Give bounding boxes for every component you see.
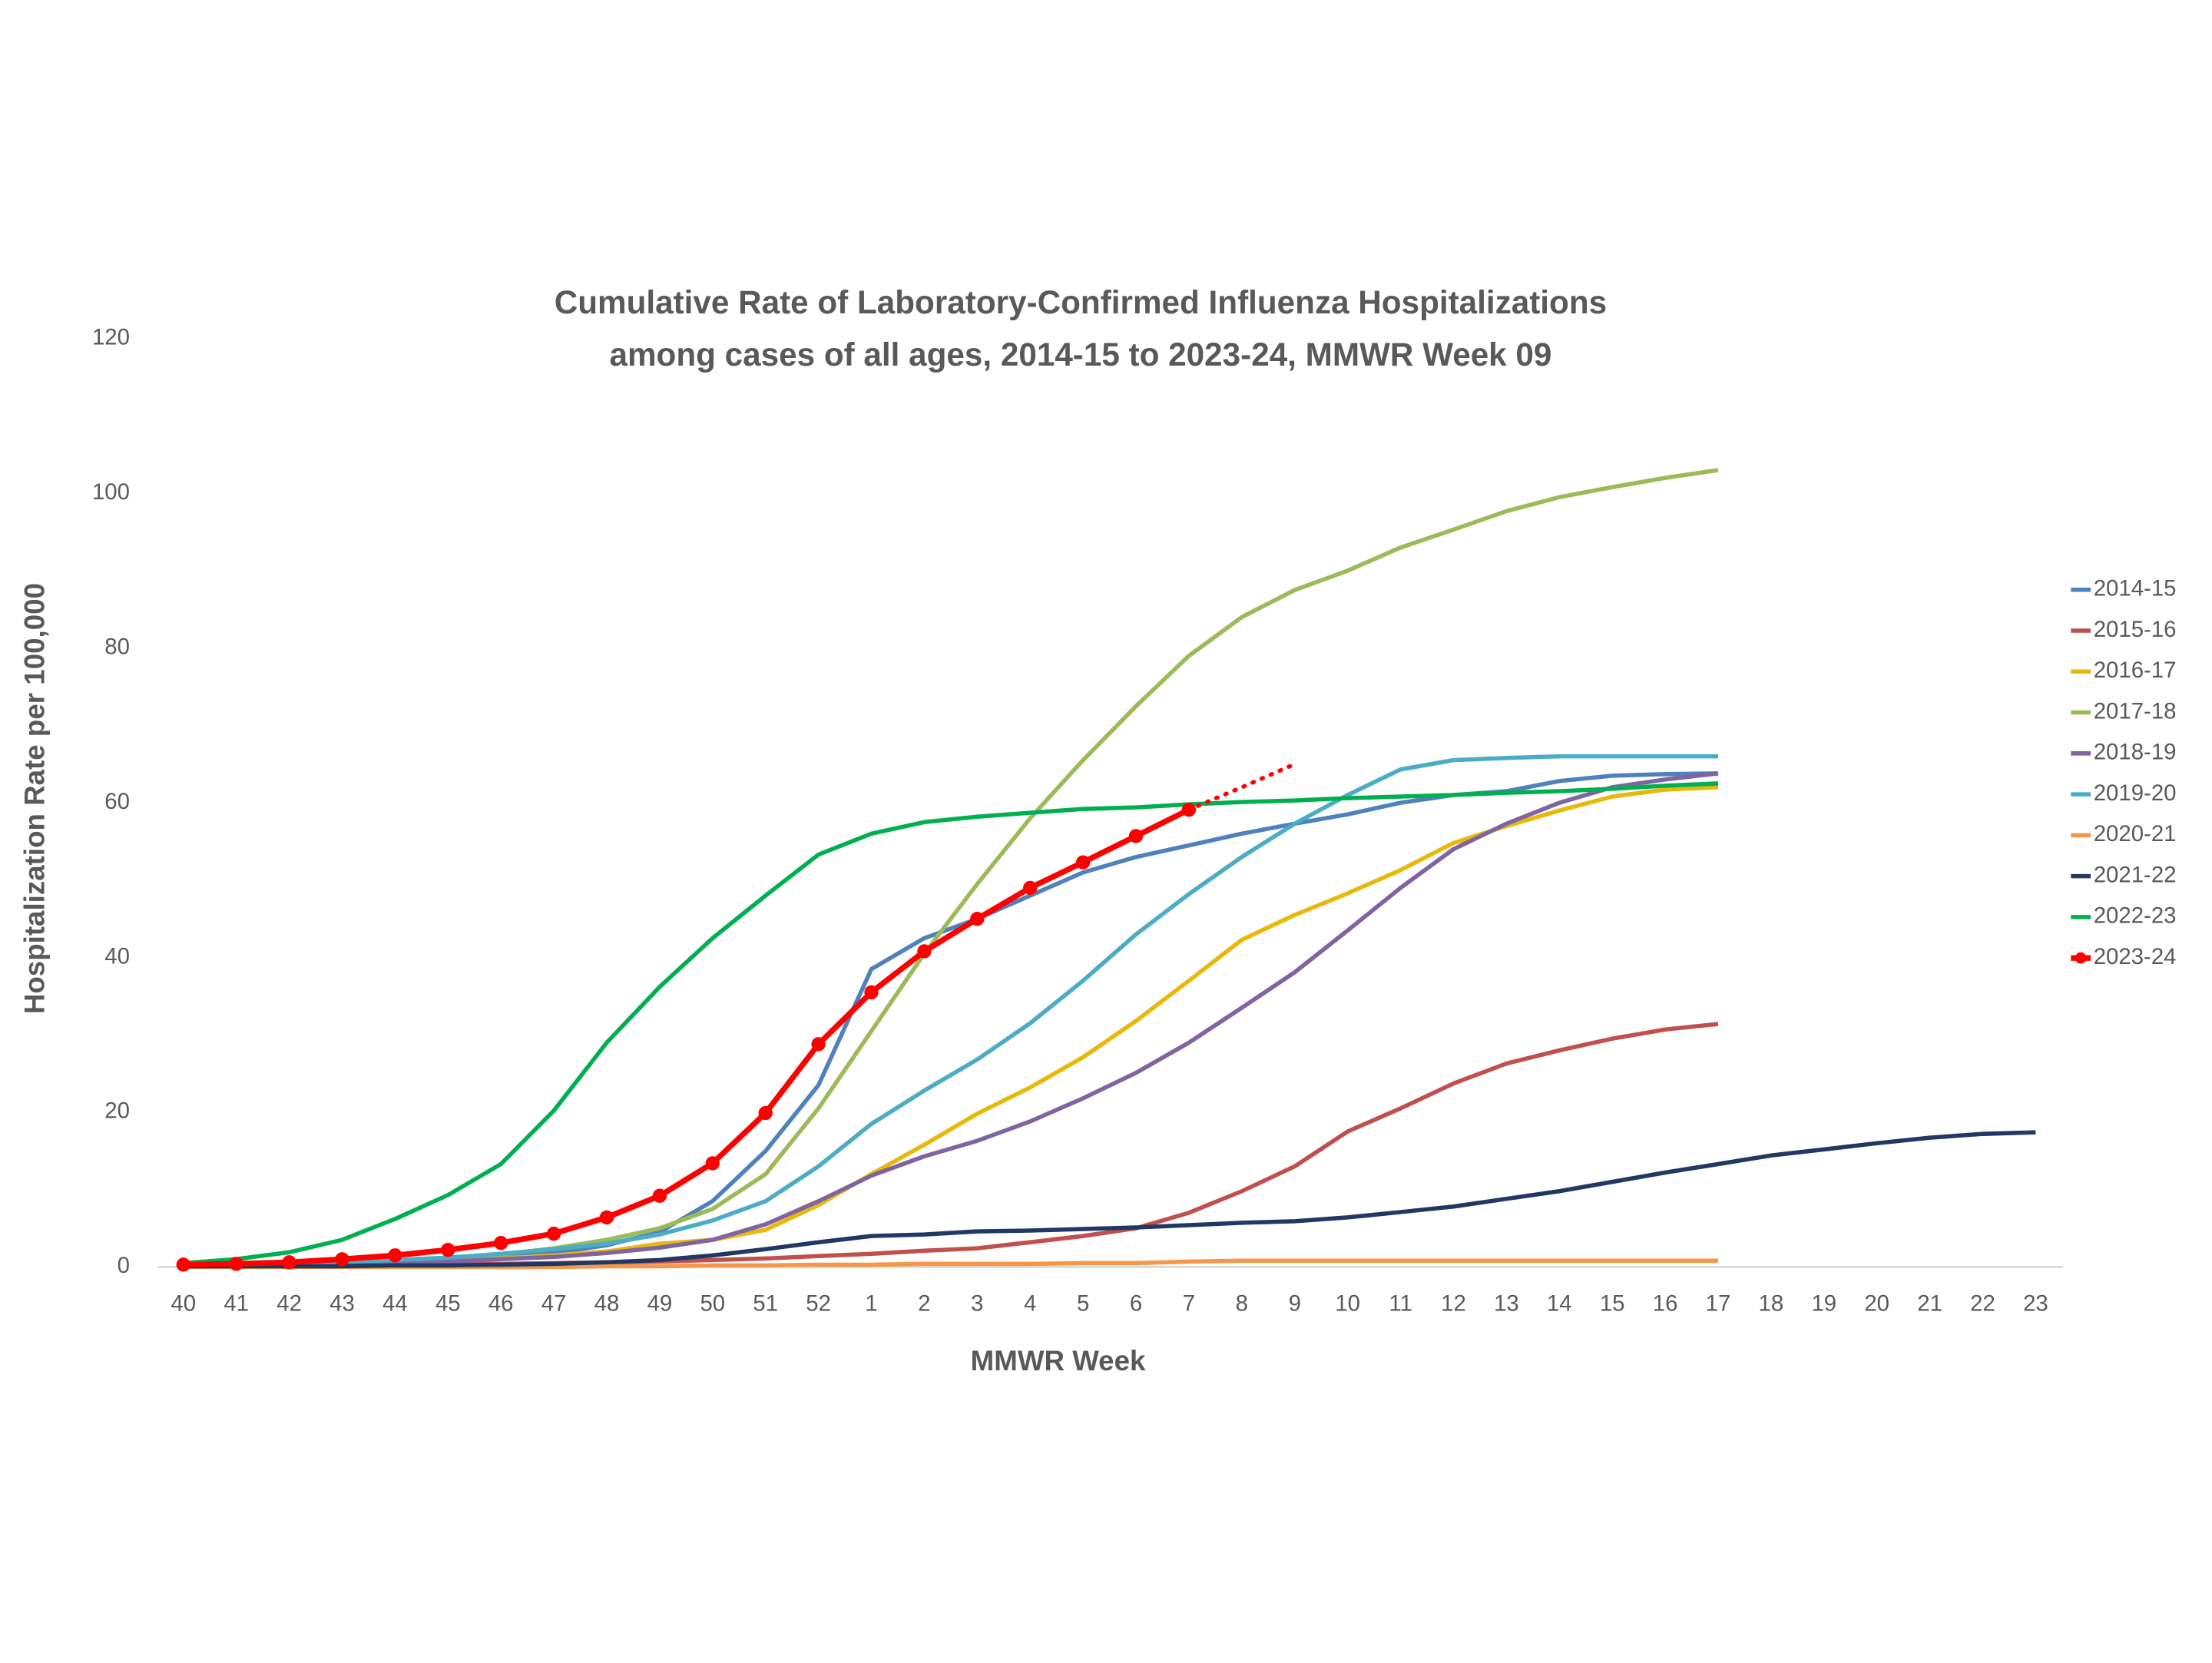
series-marker bbox=[705, 1156, 720, 1171]
x-tick-label: 19 bbox=[1811, 1291, 1836, 1317]
series-marker bbox=[441, 1243, 455, 1257]
x-tick-label: 48 bbox=[594, 1291, 620, 1317]
x-tick-label: 5 bbox=[1077, 1291, 1089, 1317]
series-marker bbox=[864, 985, 879, 1000]
x-tick-label: 2 bbox=[918, 1291, 930, 1317]
legend-marker bbox=[2075, 952, 2087, 964]
legend-label: 2022-23 bbox=[2094, 903, 2177, 929]
series-marker bbox=[229, 1257, 243, 1271]
series-line bbox=[183, 785, 1719, 1268]
series-line bbox=[183, 771, 1719, 1269]
x-tick-label: 21 bbox=[1917, 1291, 1942, 1317]
y-tick-label: 80 bbox=[104, 634, 130, 659]
x-tick-label: 13 bbox=[1494, 1291, 1519, 1317]
series-marker bbox=[917, 944, 932, 959]
series-marker bbox=[1128, 829, 1144, 843]
x-tick-label: 3 bbox=[971, 1291, 983, 1317]
x-tick-label: 50 bbox=[700, 1291, 725, 1317]
legend-label: 2020-21 bbox=[2094, 821, 2177, 846]
y-tick-label: 20 bbox=[104, 1098, 130, 1124]
x-tick-label: 40 bbox=[171, 1291, 196, 1317]
y-tick-label: 40 bbox=[104, 943, 130, 969]
x-tick-label: 49 bbox=[647, 1291, 673, 1317]
chart-title: Cumulative Rate of Laboratory-Confirmed … bbox=[555, 284, 1607, 320]
series-marker bbox=[176, 1257, 190, 1272]
x-tick-label: 9 bbox=[1289, 1291, 1301, 1317]
x-tick-label: 45 bbox=[435, 1291, 461, 1317]
series-marker bbox=[388, 1248, 402, 1263]
x-tick-label: 4 bbox=[1024, 1291, 1036, 1317]
series-line bbox=[1187, 762, 1297, 812]
series-marker bbox=[652, 1188, 667, 1203]
x-tick-label: 12 bbox=[1441, 1291, 1466, 1317]
series-line bbox=[183, 468, 1719, 1268]
legend-label: 2016-17 bbox=[2094, 658, 2177, 683]
series-marker bbox=[494, 1235, 508, 1251]
series-line bbox=[183, 1022, 1719, 1269]
series-marker bbox=[1023, 880, 1038, 896]
series-line bbox=[183, 781, 1719, 1266]
x-tick-label: 43 bbox=[329, 1291, 355, 1317]
x-tick-label: 23 bbox=[2023, 1291, 2048, 1317]
x-tick-label: 8 bbox=[1236, 1291, 1248, 1317]
x-tick-label: 11 bbox=[1389, 1291, 1412, 1317]
x-tick-label: 52 bbox=[806, 1291, 831, 1317]
x-tick-label: 44 bbox=[382, 1291, 408, 1317]
x-tick-label: 1 bbox=[865, 1291, 877, 1317]
y-tick-label: 100 bbox=[92, 479, 130, 505]
x-tick-label: 15 bbox=[1600, 1291, 1625, 1317]
legend-label: 2019-20 bbox=[2094, 780, 2177, 806]
series-marker bbox=[1075, 855, 1091, 870]
series-line bbox=[183, 754, 1718, 1268]
x-axis-label: MMWR Week bbox=[971, 1345, 1146, 1376]
series-line bbox=[183, 1130, 2036, 1269]
x-tick-label: 46 bbox=[488, 1291, 514, 1317]
series-marker bbox=[1181, 802, 1197, 817]
x-tick-label: 22 bbox=[1970, 1291, 1995, 1317]
x-tick-label: 51 bbox=[753, 1291, 778, 1317]
x-tick-label: 47 bbox=[541, 1291, 567, 1317]
chart-title: among cases of all ages, 2014-15 to 2023… bbox=[609, 336, 1551, 373]
x-tick-label: 7 bbox=[1183, 1291, 1195, 1317]
y-tick-label: 0 bbox=[118, 1253, 130, 1278]
legend-label: 2018-19 bbox=[2094, 740, 2177, 765]
legend-label: 2014-15 bbox=[2094, 576, 2177, 601]
x-tick-label: 16 bbox=[1653, 1291, 1678, 1317]
y-tick-label: 60 bbox=[104, 789, 130, 814]
series-line bbox=[183, 771, 1718, 1267]
x-tick-label: 10 bbox=[1335, 1291, 1360, 1317]
legend-label: 2021-22 bbox=[2094, 862, 2177, 887]
x-tick-label: 20 bbox=[1864, 1291, 1889, 1317]
y-axis-label: Hospitalization Rate per 100,000 bbox=[18, 583, 50, 1014]
x-tick-label: 42 bbox=[276, 1291, 302, 1317]
series-marker bbox=[811, 1037, 826, 1052]
x-tick-label: 6 bbox=[1130, 1291, 1142, 1317]
series-marker bbox=[546, 1226, 561, 1241]
series-line bbox=[183, 807, 1190, 1268]
x-tick-label: 18 bbox=[1759, 1291, 1784, 1317]
series-marker bbox=[599, 1210, 614, 1225]
x-tick-label: 41 bbox=[224, 1291, 249, 1317]
series-marker bbox=[758, 1105, 773, 1121]
legend-label: 2023-24 bbox=[2094, 944, 2177, 969]
series-marker bbox=[335, 1252, 349, 1267]
series-marker bbox=[970, 911, 985, 926]
x-tick-label: 17 bbox=[1706, 1291, 1731, 1317]
y-tick-label: 120 bbox=[92, 325, 130, 350]
series-marker bbox=[282, 1255, 296, 1270]
legend-label: 2017-18 bbox=[2094, 698, 2177, 724]
legend-label: 2015-16 bbox=[2094, 617, 2177, 642]
x-tick-label: 14 bbox=[1547, 1291, 1572, 1317]
